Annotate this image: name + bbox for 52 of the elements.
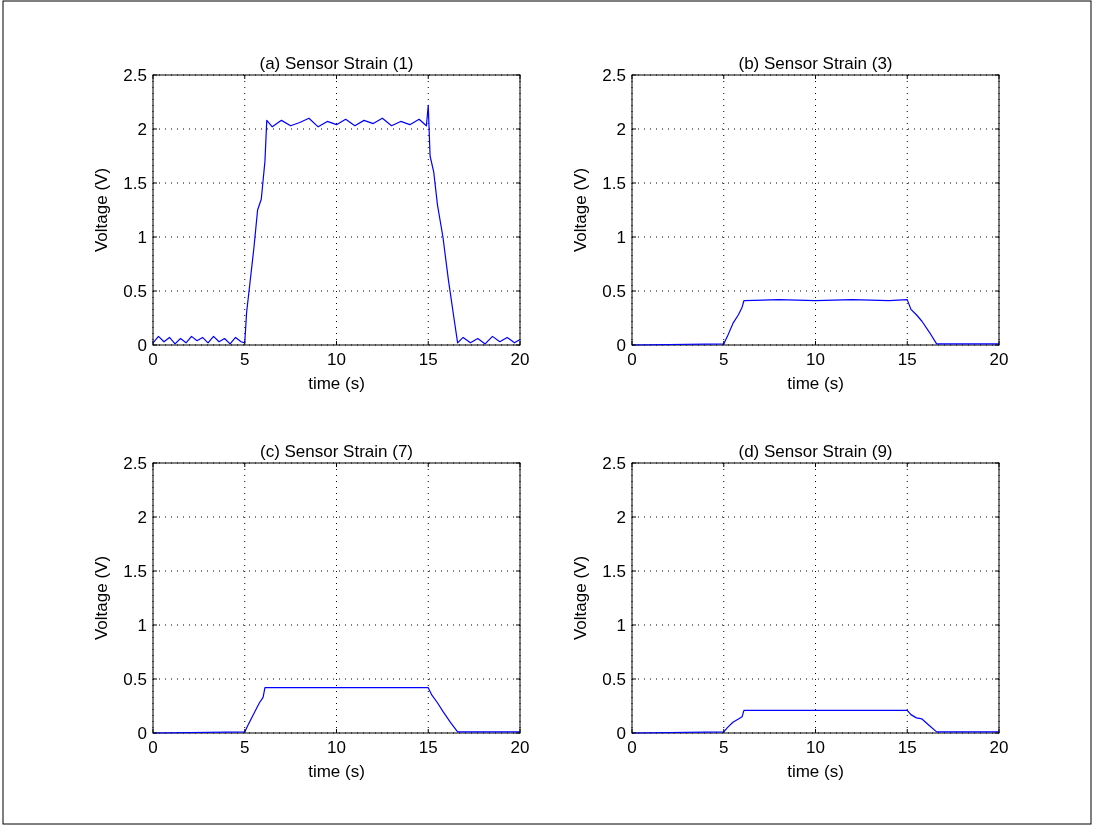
y-tick-label: 0.5	[123, 282, 147, 301]
y-tick-label: 1.5	[123, 562, 147, 581]
chart-title: (c) Sensor Strain (7)	[259, 442, 414, 461]
y-tick-label: 1	[137, 228, 147, 247]
y-axis-title: Voltage (V)	[92, 167, 111, 253]
y-tick-label: 1	[616, 228, 626, 247]
x-tick-label: 10	[806, 350, 825, 369]
y-tick-label: 2	[137, 120, 147, 139]
x-axis-title: time (s)	[787, 374, 844, 393]
x-axis-title: time (s)	[787, 762, 844, 781]
y-tick-label: 0.5	[602, 282, 626, 301]
x-tick-label: 15	[418, 738, 438, 757]
x-tick-label: 20	[510, 738, 530, 757]
y-tick-label: 2.5	[602, 66, 626, 85]
x-tick-label: 10	[327, 350, 346, 369]
y-tick-label: 2	[616, 508, 626, 527]
y-tick-label: 2.5	[123, 454, 147, 473]
y-tick-label: 2	[616, 120, 626, 139]
x-tick-label: 5	[719, 350, 729, 369]
x-tick-label: 15	[897, 738, 917, 757]
y-tick-label: 0.5	[602, 670, 626, 689]
y-tick-label: 0	[137, 336, 147, 355]
x-tick-label: 20	[989, 350, 1009, 369]
y-axis-title: Voltage (V)	[571, 555, 590, 641]
x-tick-label: 10	[806, 738, 825, 757]
chart-title: (b) Sensor Strain (3)	[738, 54, 893, 73]
chart-title: (a) Sensor Strain (1)	[259, 54, 414, 73]
x-tick-label: 10	[327, 738, 346, 757]
x-tick-label: 20	[989, 738, 1009, 757]
y-tick-label: 2.5	[602, 454, 626, 473]
y-tick-label: 1.5	[602, 174, 626, 193]
y-tick-label: 2.5	[123, 66, 147, 85]
x-tick-label: 5	[719, 738, 729, 757]
y-tick-label: 0	[137, 724, 147, 743]
x-tick-label: 5	[240, 350, 250, 369]
y-tick-label: 1	[137, 616, 147, 635]
y-tick-label: 2	[137, 508, 147, 527]
x-tick-label: 15	[897, 350, 917, 369]
y-axis-title: Voltage (V)	[571, 167, 590, 253]
y-tick-label: 1	[616, 616, 626, 635]
y-tick-label: 0	[616, 336, 626, 355]
y-axis-title: Voltage (V)	[92, 555, 111, 641]
y-tick-label: 0.5	[123, 670, 147, 689]
y-tick-label: 1.5	[123, 174, 147, 193]
chart-title: (d) Sensor Strain (9)	[738, 442, 893, 461]
y-tick-label: 1.5	[602, 562, 626, 581]
x-tick-label: 15	[418, 350, 438, 369]
x-tick-label: 5	[240, 738, 250, 757]
x-tick-label: 20	[510, 350, 530, 369]
x-axis-title: time (s)	[308, 374, 365, 393]
x-axis-title: time (s)	[308, 762, 365, 781]
y-tick-label: 0	[616, 724, 626, 743]
